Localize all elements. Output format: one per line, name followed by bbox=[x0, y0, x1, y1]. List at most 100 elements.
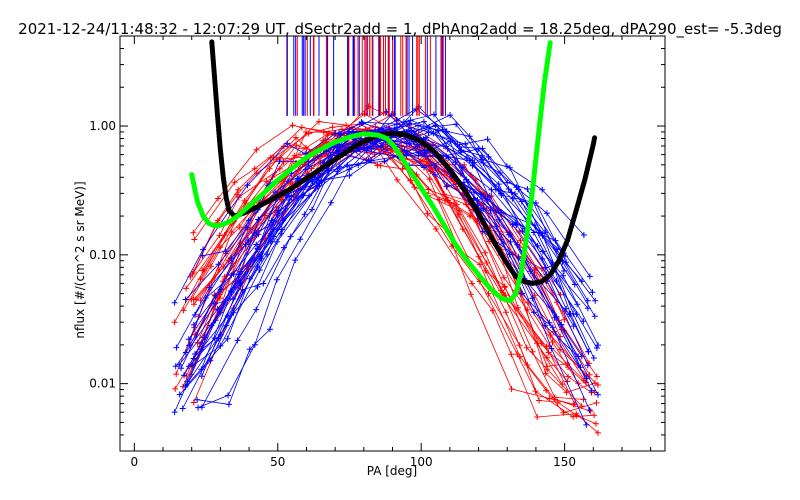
series-blue-point bbox=[479, 145, 486, 152]
series-red-point bbox=[479, 200, 485, 207]
series-blue-point bbox=[534, 242, 541, 249]
series-red-point bbox=[172, 385, 179, 392]
series-red-point bbox=[467, 291, 474, 298]
series-blue-point bbox=[244, 224, 251, 231]
series-blue-point bbox=[539, 186, 546, 193]
series-red-point bbox=[251, 165, 258, 172]
series-blue-point bbox=[182, 296, 189, 303]
series-red-point bbox=[280, 159, 287, 165]
series-blue-point bbox=[406, 120, 413, 127]
series-blue-point bbox=[560, 272, 567, 279]
plot-area bbox=[171, 36, 602, 436]
series-blue-point bbox=[182, 384, 189, 390]
series-red-point bbox=[293, 142, 300, 149]
series-blue-point bbox=[178, 365, 185, 372]
series-blue-point bbox=[586, 407, 593, 413]
series-blue-point bbox=[222, 248, 229, 255]
series-blue-point bbox=[255, 216, 262, 223]
series-blue-point bbox=[313, 176, 320, 183]
series-red-point bbox=[557, 346, 564, 353]
series-blue-point bbox=[284, 178, 291, 185]
series-blue-point bbox=[372, 139, 379, 146]
series-blue-point bbox=[548, 345, 555, 352]
series-blue-point bbox=[471, 159, 478, 166]
series-blue-point bbox=[365, 157, 372, 164]
series-blue-point bbox=[459, 164, 466, 171]
series-blue-point bbox=[275, 207, 282, 214]
series-red-point bbox=[266, 165, 273, 172]
y-tick-label: 0.10 bbox=[89, 248, 116, 262]
series-blue-trace bbox=[193, 129, 589, 326]
series-blue-point bbox=[432, 163, 439, 169]
series-red-point bbox=[482, 267, 489, 274]
series-blue-point bbox=[225, 392, 231, 399]
series-blue-point bbox=[198, 346, 205, 353]
chart-title: 2021-12-24/11:48:32 - 12:07:29 UT, dSect… bbox=[18, 20, 782, 39]
series-red-point bbox=[532, 388, 539, 395]
series-blue-point bbox=[230, 296, 237, 302]
series-blue-point bbox=[334, 168, 341, 175]
series-blue-point bbox=[179, 405, 186, 412]
series-blue-point bbox=[512, 190, 518, 197]
series-red-point bbox=[573, 412, 580, 419]
series-blue-point bbox=[584, 305, 591, 312]
series-red-point bbox=[591, 412, 598, 419]
series-red-point bbox=[276, 165, 283, 172]
series-blue-point bbox=[336, 163, 343, 170]
series-red-point bbox=[190, 399, 197, 406]
series-blue-point bbox=[487, 207, 494, 214]
series-blue-point bbox=[172, 363, 179, 370]
series-red-point bbox=[593, 420, 599, 427]
series-blue-point bbox=[284, 140, 291, 147]
series-blue-point bbox=[254, 246, 261, 253]
series-blue-point bbox=[309, 206, 315, 213]
series-blue-point bbox=[253, 306, 260, 313]
series-red-point bbox=[514, 351, 521, 358]
series-blue-point bbox=[575, 353, 582, 360]
series-blue-point bbox=[199, 252, 206, 259]
series-red-point bbox=[592, 380, 598, 387]
series-red-trace bbox=[183, 144, 590, 364]
series-blue-point bbox=[495, 181, 502, 188]
series-blue-point bbox=[173, 344, 180, 351]
series-blue-point bbox=[328, 199, 334, 206]
series-blue-point bbox=[589, 289, 596, 296]
series-blue-point bbox=[586, 273, 593, 280]
series-blue-point bbox=[563, 305, 570, 312]
x-tick-label: 150 bbox=[553, 455, 576, 469]
series-blue-point bbox=[359, 120, 366, 127]
series-red-point bbox=[236, 224, 243, 231]
y-tick-label: 1.00 bbox=[89, 119, 116, 133]
series-red-point bbox=[231, 179, 238, 186]
axis-layer: 0 50 100 150 0.01 0.10 1.00 bbox=[89, 35, 665, 469]
series-blue-point bbox=[571, 281, 578, 288]
series-blue-point bbox=[466, 157, 473, 164]
series-blue-point bbox=[509, 195, 516, 202]
series-blue-point bbox=[570, 323, 577, 330]
series-blue-point bbox=[235, 277, 242, 284]
series-blue-point bbox=[301, 211, 308, 218]
series-blue-point bbox=[539, 230, 546, 237]
series-blue-point bbox=[484, 136, 491, 143]
series-blue-point bbox=[225, 401, 232, 408]
series-blue-point bbox=[176, 361, 183, 368]
series-blue-point bbox=[198, 373, 205, 380]
series-blue-point bbox=[269, 221, 276, 228]
series-red-point bbox=[190, 269, 197, 276]
series-red-point bbox=[377, 162, 384, 169]
series-red-point bbox=[542, 370, 549, 377]
series-blue-point bbox=[194, 396, 201, 403]
series-blue-point bbox=[256, 267, 263, 273]
series-blue-point bbox=[192, 351, 198, 357]
series-red-point bbox=[508, 386, 515, 392]
series-blue-point bbox=[546, 319, 553, 326]
series-blue-point bbox=[403, 140, 410, 147]
series-blue-point bbox=[443, 183, 450, 190]
series-blue-point bbox=[212, 292, 219, 299]
top-tick-marks bbox=[286, 36, 446, 116]
series-red-point bbox=[324, 132, 331, 139]
series-blue-point bbox=[246, 346, 253, 353]
series-red-point bbox=[192, 296, 199, 303]
series-blue-point bbox=[515, 186, 522, 193]
x-tick-label: 100 bbox=[410, 455, 433, 469]
